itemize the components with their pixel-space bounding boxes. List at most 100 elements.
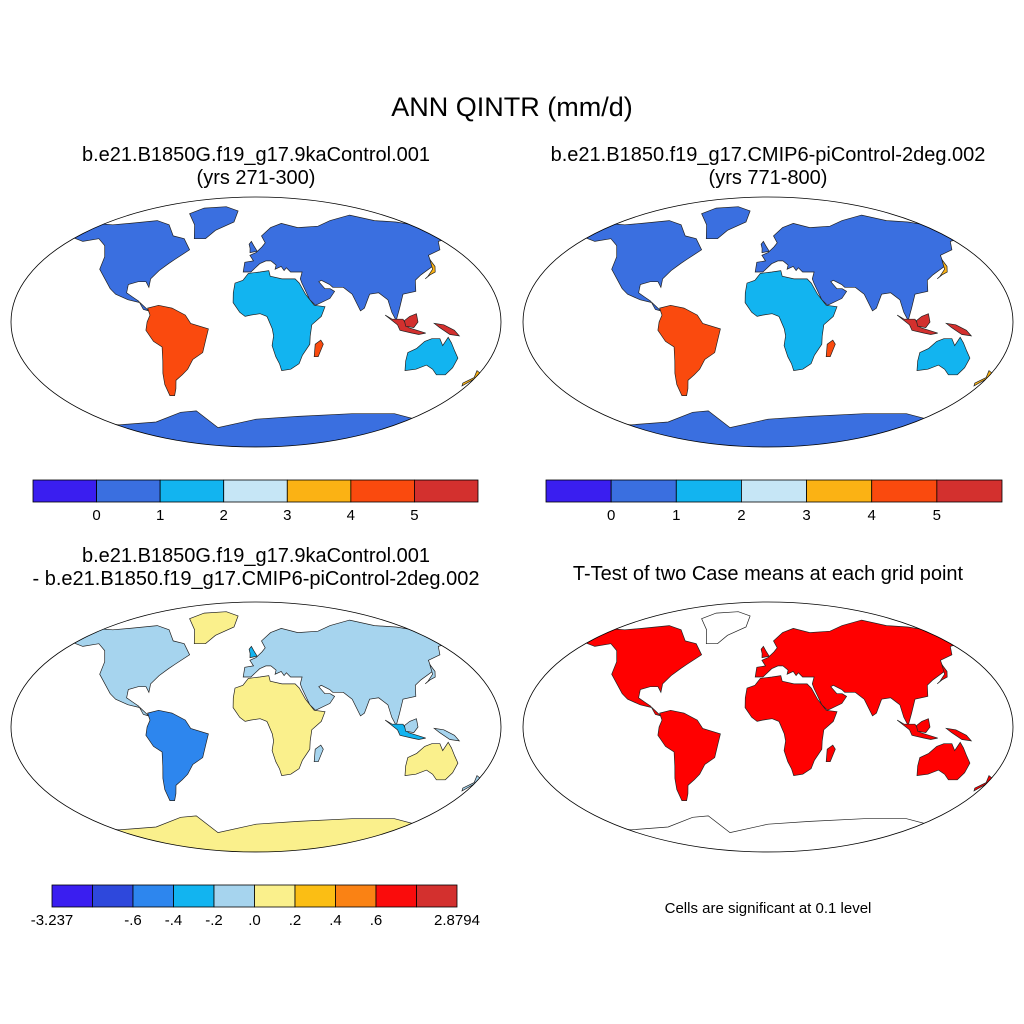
land-eurasia — [242, 619, 448, 727]
colorbar-swatch — [159, 479, 225, 503]
significance-note: Cells are significant at 0.1 level — [664, 900, 872, 917]
colorbar-tick-label: .6 — [370, 912, 383, 929]
colorbar-swatch — [350, 479, 415, 503]
panel1-case-name: b.e21.B1850G.f19_g17.9kaControl.001 — [81, 144, 431, 166]
colorbar-tick-label: 5 — [933, 507, 941, 524]
colorbar-swatch — [286, 479, 352, 503]
map-case1 — [10, 196, 502, 448]
land-north-america — [71, 220, 191, 312]
land-greenland — [189, 611, 239, 645]
colorbar-swatch — [610, 479, 677, 503]
land-britain — [760, 645, 770, 659]
colorbar-swatch — [871, 479, 938, 503]
panel2-title: b.e21.B1850.f19_g17.CMIP6-piControl-2deg… — [512, 144, 1024, 190]
land-greenland — [701, 206, 751, 240]
land-new-guinea — [433, 727, 461, 742]
panel2-years: (yrs 771-800) — [708, 167, 828, 189]
colorbar-swatch — [173, 884, 215, 908]
land-eurasia — [242, 214, 448, 322]
land-africa — [744, 675, 838, 776]
colorbar-swatch — [375, 884, 417, 908]
colorbar-swatch — [132, 884, 174, 908]
land-japan — [936, 259, 948, 280]
land-madagascar — [313, 339, 324, 358]
land-greenland — [701, 611, 751, 645]
colorbar-swatch — [675, 479, 742, 503]
figure-title: ANN QINTR (mm/d) — [391, 92, 633, 122]
land-south-america — [145, 304, 209, 396]
panel1-years: (yrs 271-300) — [196, 167, 316, 189]
land-madagascar — [313, 744, 324, 763]
land-australia — [404, 741, 459, 781]
colorbar-case1: 0 1 2 3 4 5 — [32, 479, 479, 524]
land-africa — [232, 270, 326, 371]
map-case2 — [522, 196, 1014, 448]
land-britain — [248, 240, 258, 254]
land-eurasia — [754, 214, 960, 322]
land-north-america — [71, 625, 191, 717]
colorbar-case2: 0 1 2 3 4 5 — [545, 479, 1003, 524]
land-japan — [936, 664, 948, 685]
map-content — [71, 206, 483, 447]
colorbar-tick-label: -.4 — [165, 912, 183, 929]
map-frame — [10, 196, 502, 448]
map-content — [583, 611, 995, 852]
colorbar-swatch — [294, 884, 336, 908]
colorbar-tick-label: .0 — [248, 912, 261, 929]
land-britain — [760, 240, 770, 254]
colorbar-tick-label: 4 — [868, 507, 876, 524]
land-new-zealand — [973, 370, 995, 387]
colorbar-tick-label: -3.237 — [31, 912, 74, 929]
land-south-america — [657, 709, 721, 801]
colorbar-swatch — [32, 479, 97, 503]
land-south-america — [657, 304, 721, 396]
colorbar-tick-label: 1 — [156, 507, 164, 524]
colorbar-swatch — [545, 479, 612, 503]
land-new-zealand — [461, 775, 483, 792]
land-north-america — [583, 625, 703, 717]
colorbar-tick-label: -.6 — [124, 912, 142, 929]
land-australia — [916, 336, 971, 376]
land-britain — [248, 645, 258, 659]
land-borneo — [404, 718, 419, 733]
colorbar-swatch — [335, 884, 377, 908]
colorbar-tick-label: 4 — [347, 507, 355, 524]
colorbar-swatch — [92, 884, 134, 908]
land-borneo — [916, 313, 931, 328]
colorbar-tick-label: 1 — [672, 507, 680, 524]
colorbar-tick-label: 3 — [283, 507, 291, 524]
land-new-guinea — [945, 727, 973, 742]
colorbar-swatch — [213, 884, 255, 908]
land-new-guinea — [433, 322, 461, 337]
land-eurasia — [754, 619, 960, 727]
land-borneo — [916, 718, 931, 733]
map-frame — [10, 601, 502, 853]
colorbar-swatch — [223, 479, 288, 503]
colorbar-swatch — [254, 884, 296, 908]
colorbar-tick-label: 3 — [802, 507, 810, 524]
panel2-case-name: b.e21.B1850.f19_g17.CMIP6-piControl-2deg… — [550, 144, 986, 166]
colorbar-tick-label: 2 — [220, 507, 228, 524]
panel4-title: T-Test of two Case means at each grid po… — [512, 563, 1024, 586]
colorbar-swatch — [51, 884, 93, 908]
colorbar-difference: -3.237 -.6 -.4 -.2 .0 .2 .4 .6 2.8794 — [31, 884, 480, 929]
map-ttest-significance — [522, 601, 1014, 853]
map-content — [71, 611, 483, 852]
colorbar-swatch — [414, 479, 479, 503]
map-content — [583, 206, 995, 447]
land-new-zealand — [973, 775, 995, 792]
colorbar-tick-label: 0 — [92, 507, 100, 524]
land-africa — [232, 675, 326, 776]
land-japan — [424, 259, 436, 280]
colorbar-swatch — [806, 479, 873, 503]
land-new-guinea — [945, 322, 973, 337]
colorbar-tick-label: 2.8794 — [434, 912, 480, 929]
colorbar-tick-label: 5 — [410, 507, 418, 524]
panel4-ttest-title: T-Test of two Case means at each grid po… — [572, 563, 964, 585]
colorbar-swatch — [741, 479, 807, 503]
colorbar-tick-label: .4 — [329, 912, 342, 929]
panel3-title: b.e21.B1850G.f19_g17.9kaControl.001 - b.… — [0, 545, 512, 591]
panel3-minus-case: - b.e21.B1850.f19_g17.CMIP6-piControl-2d… — [32, 568, 480, 590]
land-new-zealand — [461, 370, 483, 387]
colorbar-tick-label: 0 — [607, 507, 615, 524]
